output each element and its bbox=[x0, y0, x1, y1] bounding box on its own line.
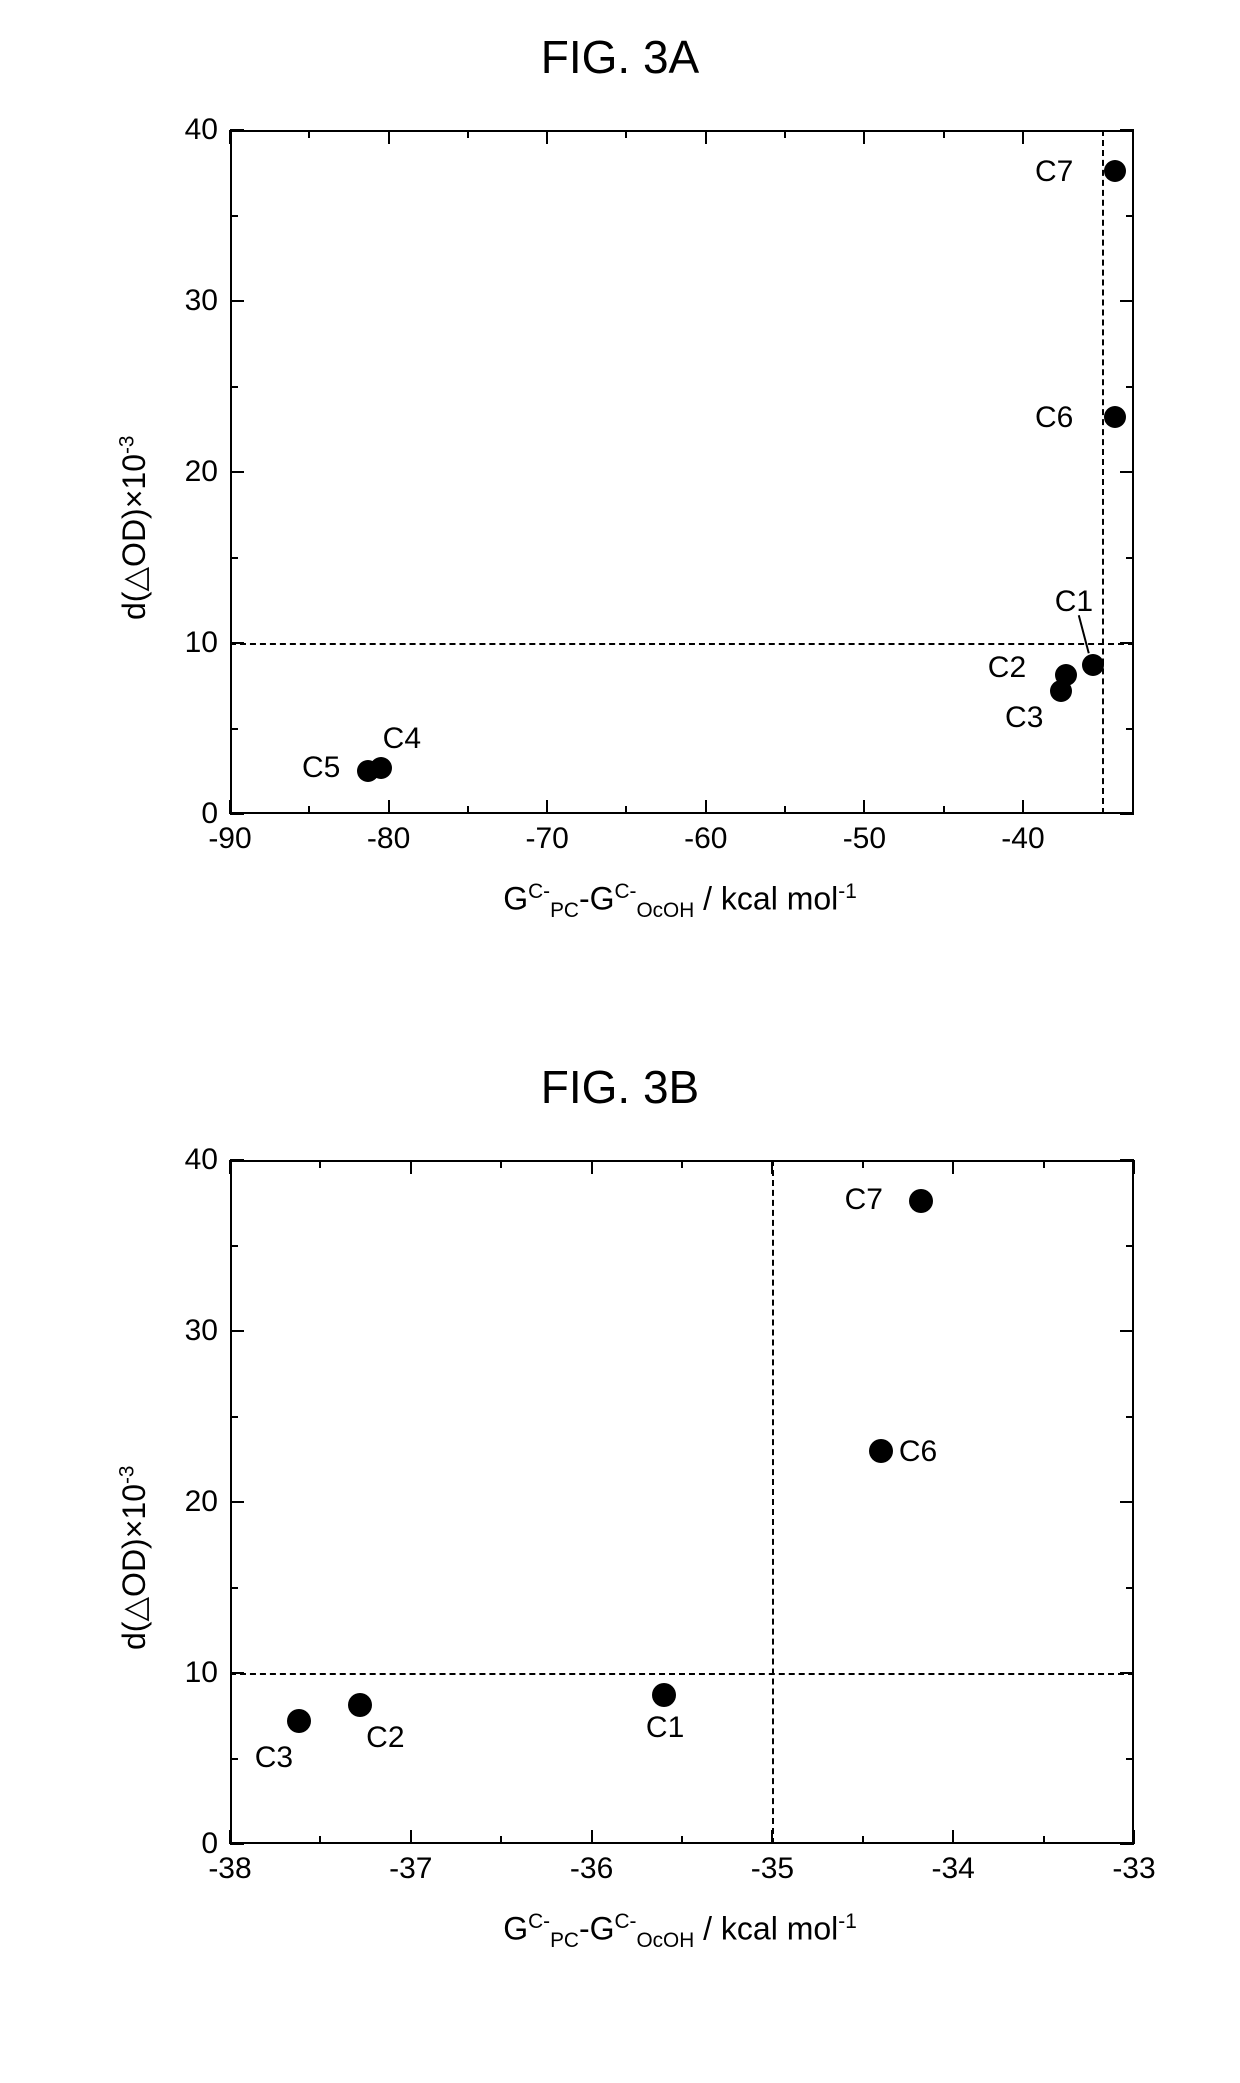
fig-b-xtick-minor bbox=[319, 1160, 321, 1168]
fig-b-ytick bbox=[1120, 1159, 1134, 1161]
fig-b-xtick bbox=[229, 1160, 231, 1174]
fig-b-ytick-minor bbox=[1126, 1416, 1134, 1418]
fig-b-ytick bbox=[230, 1330, 244, 1332]
fig-b-xtick bbox=[410, 1160, 412, 1174]
fig-a-point-label-c5: C5 bbox=[302, 751, 340, 785]
fig-b-ytick bbox=[230, 1501, 244, 1503]
fig-b-xtick-minor bbox=[319, 1836, 321, 1844]
fig-b-point-c1 bbox=[652, 1683, 676, 1707]
fig-b-xtick bbox=[591, 1160, 593, 1174]
fig-b-xtick-label: -36 bbox=[552, 1852, 632, 1886]
fig-b-xtick bbox=[1133, 1160, 1135, 1174]
fig-b-xtick bbox=[591, 1830, 593, 1844]
fig-b-ytick bbox=[1120, 1843, 1134, 1845]
fig-b-ref-hline bbox=[230, 1673, 1134, 1675]
fig-b-point-label-c7: C7 bbox=[845, 1183, 883, 1217]
fig-b-xtick bbox=[229, 1830, 231, 1844]
fig-b-xtick-minor bbox=[681, 1836, 683, 1844]
fig-b-ytick-minor bbox=[230, 1758, 238, 1760]
fig-a-point-label-c4: C4 bbox=[383, 722, 421, 756]
fig-b-xtick bbox=[952, 1160, 954, 1174]
fig-b-ytick-minor bbox=[230, 1587, 238, 1589]
fig-b-xtick-minor bbox=[500, 1836, 502, 1844]
fig-b-ytick bbox=[230, 1843, 244, 1845]
fig-b-ytick bbox=[1120, 1330, 1134, 1332]
fig-b-point-label-c2: C2 bbox=[366, 1721, 404, 1755]
fig-b-point-label-c1: C1 bbox=[646, 1711, 684, 1745]
fig-a-point-c5 bbox=[357, 760, 379, 782]
fig-b-ytick-label: 10 bbox=[185, 1656, 218, 1690]
fig-b-xtick-label: -35 bbox=[732, 1852, 812, 1886]
fig-b-point-c7 bbox=[909, 1189, 933, 1213]
fig-b-ytick-minor bbox=[1126, 1587, 1134, 1589]
fig-b-xtick-minor bbox=[500, 1160, 502, 1168]
fig-b-xtick bbox=[1133, 1830, 1135, 1844]
fig-b-point-c6 bbox=[869, 1439, 893, 1463]
fig-b-xtick bbox=[410, 1830, 412, 1844]
fig-b-point-c3 bbox=[287, 1709, 311, 1733]
fig-b-xtick bbox=[952, 1830, 954, 1844]
fig-b-ytick bbox=[230, 1159, 244, 1161]
fig-a-leader-c1 bbox=[0, 0, 1240, 2083]
fig-b-ytick-minor bbox=[1126, 1758, 1134, 1760]
fig-b-ytick-minor bbox=[230, 1416, 238, 1418]
fig-b-xtick-label: -37 bbox=[371, 1852, 451, 1886]
fig-b-xtick-minor bbox=[1043, 1836, 1045, 1844]
fig-b-xtick-minor bbox=[1043, 1160, 1045, 1168]
page: FIG. 3A d(△OD)×10-3 GC-PC-GC-OcOH / kcal… bbox=[0, 0, 1240, 2083]
fig-b-xtick-minor bbox=[681, 1160, 683, 1168]
fig-b-ytick bbox=[1120, 1501, 1134, 1503]
fig-a-point-label-c3: C3 bbox=[1005, 701, 1043, 735]
fig-b-ytick-label: 20 bbox=[185, 1485, 218, 1519]
fig-b-xtick-label: -33 bbox=[1094, 1852, 1174, 1886]
fig-a-point-label-c2: C2 bbox=[988, 651, 1026, 685]
fig-b-xtick-minor bbox=[862, 1160, 864, 1168]
fig-b-xtick-minor bbox=[862, 1836, 864, 1844]
fig-b-ref-vline bbox=[772, 1160, 774, 1844]
fig-b-ytick-label: 30 bbox=[185, 1314, 218, 1348]
fig-b-point-c2 bbox=[348, 1693, 372, 1717]
fig-b-point-label-c3: C3 bbox=[255, 1741, 293, 1775]
fig-b-point-label-c6: C6 bbox=[899, 1435, 937, 1469]
fig-b-ytick-minor bbox=[1126, 1245, 1134, 1247]
fig-a-point-c3 bbox=[1050, 680, 1072, 702]
fig-b-ytick-minor bbox=[230, 1245, 238, 1247]
fig-b-xtick-label: -34 bbox=[913, 1852, 993, 1886]
fig-b-ytick-label: 40 bbox=[185, 1143, 218, 1177]
fig-b-xtick-label: -38 bbox=[190, 1852, 270, 1886]
